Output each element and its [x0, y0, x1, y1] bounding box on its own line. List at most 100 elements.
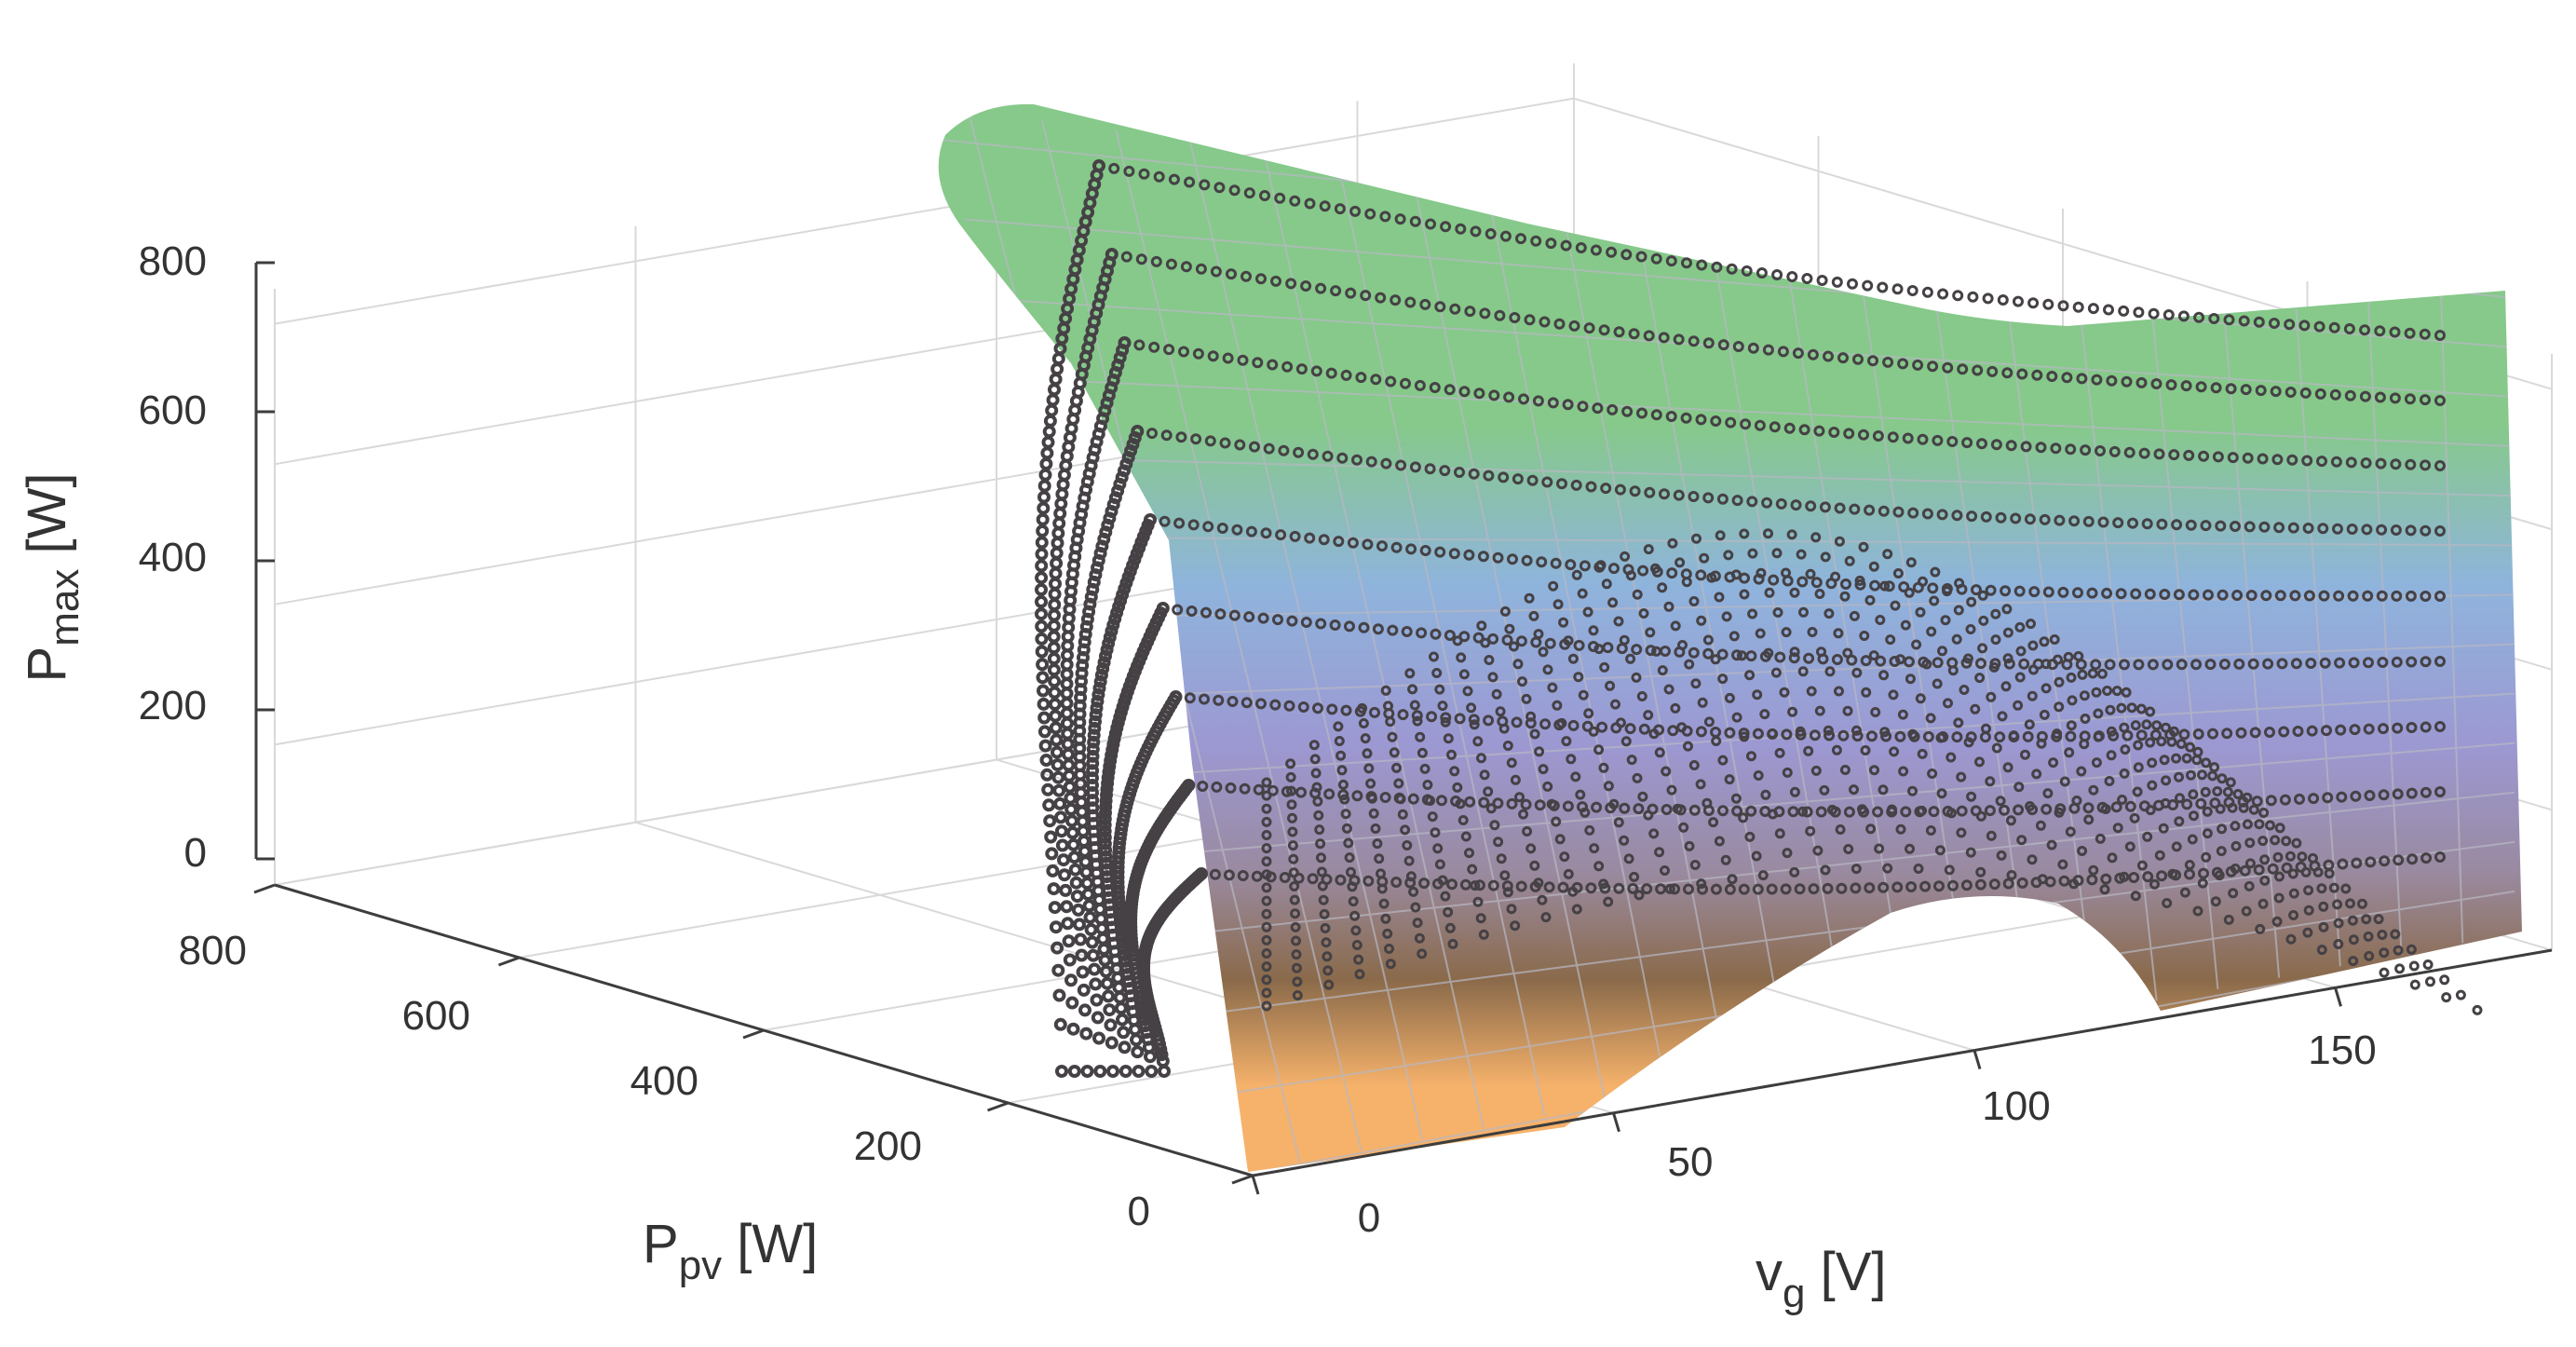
scatter-point — [1261, 987, 1272, 999]
scatter-point — [1634, 890, 1645, 901]
scatter-point — [1487, 672, 1498, 683]
scatter-point — [1261, 843, 1272, 854]
scatter-point — [2197, 769, 2207, 781]
scatter-point — [2334, 657, 2346, 669]
scatter-point — [1833, 628, 1844, 639]
scatter-point — [2028, 664, 2039, 675]
scatter-point — [2244, 858, 2256, 869]
scatter-point — [1624, 723, 1636, 735]
scatter-point — [1065, 826, 1079, 839]
scatter-point — [1623, 853, 1634, 864]
scatter-point — [2088, 864, 2099, 876]
scatter-point — [1334, 736, 1345, 746]
scatter-point — [2392, 722, 2404, 734]
scatter-point — [2303, 905, 2314, 916]
scatter-point — [1563, 635, 1574, 646]
scatter-point — [2158, 823, 2169, 834]
scatter-point — [1092, 1031, 1105, 1045]
scatter-point — [1905, 674, 1916, 685]
scatter-point — [1956, 805, 1968, 817]
scatter-point — [2176, 739, 2187, 749]
scatter-point — [2112, 823, 2123, 834]
scatter-point — [2348, 657, 2360, 669]
scatter-point — [1343, 837, 1354, 849]
scatter-point — [2217, 773, 2228, 784]
scatter-point — [1716, 648, 1729, 660]
scatter-point — [1464, 306, 1476, 318]
scatter-point — [1047, 630, 1061, 644]
scatter-point — [1632, 772, 1643, 783]
scatter-point — [1822, 882, 1834, 894]
scatter-point — [1663, 601, 1674, 612]
scatter-point — [1163, 344, 1175, 356]
scatter-point — [2409, 979, 2420, 990]
scatter-point — [2031, 769, 2042, 780]
z-axis-label-unit: [W] — [17, 473, 77, 569]
scatter-point — [2363, 723, 2375, 735]
scatter-point — [1123, 165, 1135, 177]
scatter-point — [1907, 507, 1919, 519]
scatter-point — [1345, 287, 1357, 299]
scatter-point — [1049, 566, 1063, 580]
scatter-point — [2057, 586, 2069, 598]
scatter-point — [2072, 301, 2084, 313]
scatter-point — [1889, 746, 1900, 757]
scatter-point — [2126, 702, 2137, 714]
scatter-point — [1060, 900, 1074, 914]
scatter-point — [1476, 620, 1487, 632]
scatter-point — [1045, 403, 1059, 417]
scatter-point — [1840, 578, 1851, 590]
scatter-point — [1970, 805, 1982, 817]
scatter-point — [1237, 870, 1249, 881]
scatter-point — [1625, 653, 1636, 664]
scatter-point — [2022, 730, 2034, 742]
z-tick-label: 600 — [139, 388, 207, 433]
scatter-point — [1067, 1065, 1081, 1078]
scatter-point — [1808, 883, 1820, 895]
scatter-point — [2042, 788, 2054, 799]
scatter-point — [1849, 610, 1860, 621]
scatter-point — [2379, 967, 2390, 978]
scatter-point — [1882, 863, 1893, 874]
scatter-point — [2321, 725, 2332, 737]
x-tick-label: 600 — [402, 993, 470, 1039]
scatter-point — [2420, 786, 2432, 798]
scatter-point — [1380, 457, 1392, 469]
scatter-point — [1607, 597, 1619, 608]
scatter-point — [1990, 608, 2001, 619]
scatter-point — [1696, 615, 1707, 626]
scatter-point — [1599, 661, 1610, 673]
scatter-point — [1105, 624, 1119, 638]
scatter-point — [1561, 736, 1572, 747]
scatter-point — [2024, 513, 2036, 525]
scatter-point — [1684, 659, 1695, 670]
scatter-point — [1261, 961, 1272, 973]
scatter-point — [1452, 782, 1463, 793]
scatter-point — [1113, 990, 1127, 1004]
scatter-point — [1209, 868, 1221, 880]
scatter-point — [1434, 301, 1446, 313]
scatter-point — [1629, 485, 1641, 497]
scatter-point — [1512, 659, 1524, 670]
y-axis-label-main: v — [1756, 1242, 1783, 1302]
scatter-point — [1036, 658, 1050, 672]
scatter-point — [1550, 557, 1562, 569]
scatter-point — [1195, 263, 1207, 275]
scatter-point — [1952, 290, 1964, 302]
scatter-point — [2046, 839, 2057, 850]
scatter-point — [1059, 883, 1073, 897]
scatter-point — [2259, 854, 2271, 865]
scatter-point — [1710, 654, 1721, 665]
scatter-point — [1089, 714, 1102, 728]
scatter-point — [1927, 769, 1938, 779]
scatter-point — [1650, 252, 1662, 265]
scatter-point — [1891, 881, 1904, 893]
scatter-point — [1688, 491, 1700, 502]
scatter-point — [1090, 993, 1104, 1007]
scatter-point — [1963, 737, 1974, 748]
scatter-point — [1781, 627, 1792, 638]
scatter-point — [1567, 653, 1579, 664]
scatter-point — [1190, 433, 1202, 445]
scatter-point — [1440, 712, 1452, 724]
scatter-point — [1289, 195, 1301, 207]
